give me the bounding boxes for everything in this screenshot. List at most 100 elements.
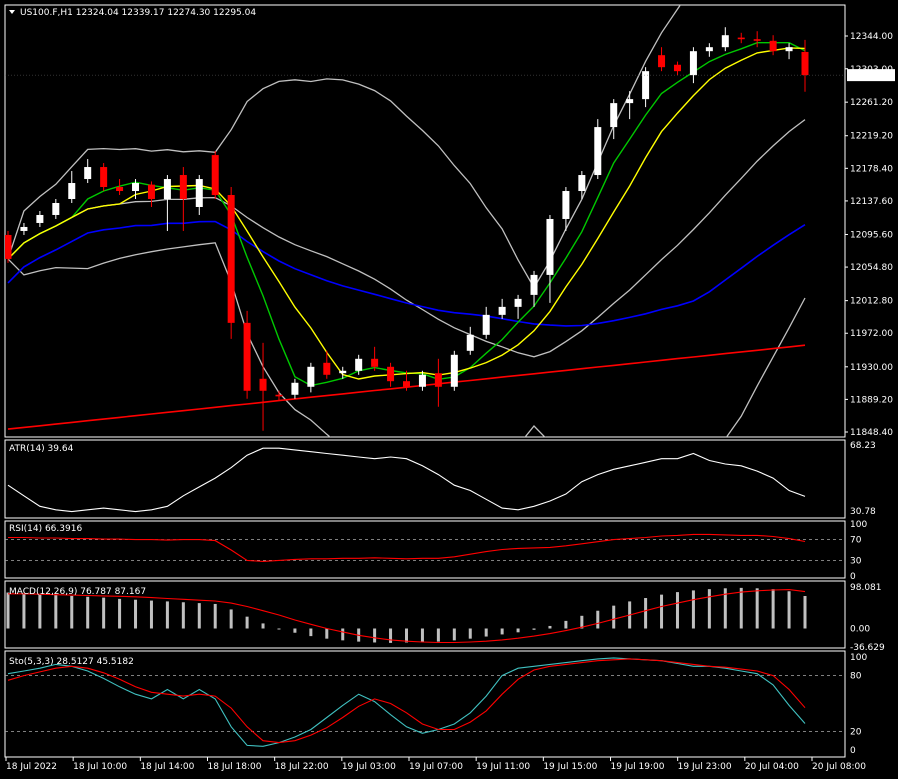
sto-main-line — [7, 657, 806, 747]
macd-histogram-bar — [516, 628, 520, 633]
candle-body — [227, 195, 235, 323]
price-axis-label: 12261.20 — [850, 98, 893, 108]
time-axis-label: 18 Jul 2022 — [6, 762, 57, 772]
bollinger-lower-line — [7, 242, 806, 437]
candle-body — [450, 354, 458, 387]
symbol-header: US100.F,H1 12324.04 12339.17 12274.30 12… — [20, 8, 256, 18]
candle-body — [658, 55, 666, 68]
price-axis-label: 12219.20 — [850, 132, 893, 142]
macd-histogram-bar — [596, 610, 600, 629]
price-axis-label: 12344.00 — [850, 32, 893, 42]
macd-histogram-bar — [739, 587, 743, 629]
macd-histogram-bar — [707, 589, 711, 629]
price-axis-label: 12095.60 — [850, 230, 893, 240]
candle-body — [403, 381, 410, 387]
macd-histogram-bar — [580, 615, 584, 629]
macd-axis-label: 0.00 — [850, 625, 870, 635]
price-axis-label: 12178.40 — [850, 164, 893, 174]
candle-body — [211, 155, 219, 196]
macd-histogram-bar — [755, 588, 759, 629]
time-axis-label: 19 Jul 19:00 — [611, 762, 665, 772]
price-axis-label: 12012.80 — [850, 297, 893, 307]
candle-body — [195, 179, 203, 207]
price-axis-label: 11972.00 — [850, 329, 893, 339]
macd-histogram-bar — [548, 625, 552, 629]
rsi-title: RSI(14) 66.3916 — [9, 524, 82, 534]
macd-histogram-bar — [564, 620, 568, 629]
last-price-badge — [847, 69, 895, 82]
macd-histogram-bar — [405, 628, 408, 643]
macd-axis-label: 98.081 — [850, 583, 882, 593]
candle-body — [642, 71, 650, 100]
candle-body — [275, 394, 283, 397]
macd-histogram-bar — [22, 593, 26, 629]
macd-histogram-bar — [293, 628, 297, 633]
candle-body — [689, 51, 697, 76]
candle-body — [371, 358, 379, 367]
candle-body — [339, 370, 347, 374]
candle-body — [769, 40, 777, 52]
macd-histogram-bar — [213, 603, 217, 629]
sto-title: Sto(5,3,3) 28.5127 45.5182 — [9, 657, 134, 667]
macd-histogram-bar — [229, 609, 233, 629]
macd-histogram-bar — [86, 596, 90, 629]
time-axis-label: 19 Jul 03:00 — [342, 762, 396, 772]
candle-body — [498, 306, 506, 315]
macd-histogram-bar — [309, 628, 313, 637]
time-axis-label: 19 Jul 23:00 — [678, 762, 732, 772]
macd-histogram-bar — [389, 628, 393, 643]
candle-body — [785, 47, 793, 52]
macd-histogram-bar — [70, 595, 74, 629]
candle-body — [737, 37, 745, 40]
macd-histogram-bar — [245, 616, 249, 629]
main-panel-frame — [4, 4, 846, 438]
macd-histogram-bar — [261, 623, 265, 629]
sto-axis-label: 80 — [850, 672, 862, 682]
candle-body — [610, 103, 618, 128]
macd-histogram-bar — [787, 591, 791, 629]
macd-histogram-bar — [771, 589, 775, 629]
candle-body — [434, 373, 442, 387]
time-axis-label: 18 Jul 22:00 — [275, 762, 329, 772]
time-axis-label: 18 Jul 18:00 — [208, 762, 262, 772]
price-axis-label: 11930.00 — [850, 363, 893, 373]
candle-body — [20, 226, 28, 231]
macd-histogram-bar — [452, 628, 456, 641]
sto-axis-label: 100 — [850, 653, 867, 663]
time-axis-label: 19 Jul 11:00 — [476, 762, 530, 772]
candle-body — [84, 167, 92, 180]
ma-fast-line — [7, 42, 806, 387]
macd-histogram-bar — [691, 590, 695, 629]
rsi-panel-frame — [4, 520, 846, 579]
time-axis-label: 18 Jul 14:00 — [140, 762, 194, 772]
candle-body — [291, 382, 299, 395]
rsi-axis-label: 70 — [850, 536, 862, 546]
candle-body — [355, 358, 363, 371]
candle-body — [546, 218, 554, 275]
candle-body — [179, 175, 187, 200]
candle-body — [68, 183, 76, 200]
price-axis-label: 11848.40 — [850, 428, 893, 438]
candle-body — [5, 234, 12, 259]
candle-body — [801, 51, 809, 76]
time-axis-label: 19 Jul 15:00 — [543, 762, 597, 772]
macd-histogram-bar — [54, 595, 58, 629]
macd-histogram-bar — [197, 603, 201, 629]
main-plot — [5, 5, 845, 437]
last-price-badge-text: 12295.04 — [849, 71, 892, 81]
atr-axis-top: 68.23 — [850, 441, 876, 451]
macd-signal-line — [8, 589, 806, 644]
candle-body — [562, 191, 570, 219]
macd-histogram-bar — [468, 628, 472, 639]
bollinger-middle-line — [7, 119, 806, 358]
candle-body — [530, 274, 538, 295]
candle-body — [753, 39, 761, 41]
candle-body — [594, 127, 602, 176]
macd-histogram-bar — [38, 594, 42, 629]
bollinger-upper-line — [7, 5, 682, 289]
candle-body — [387, 366, 395, 382]
macd-histogram-bar — [420, 628, 424, 643]
sto-axis-label: 0 — [850, 746, 856, 756]
